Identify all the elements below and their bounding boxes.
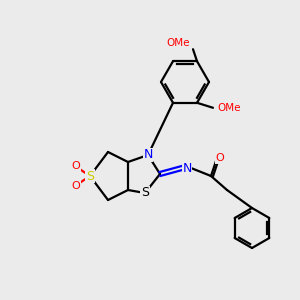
Text: OMe: OMe: [166, 38, 190, 48]
Text: O: O: [72, 181, 80, 191]
Text: O: O: [216, 153, 224, 163]
Text: S: S: [141, 187, 149, 200]
Text: S: S: [86, 169, 94, 182]
Text: O: O: [72, 161, 80, 171]
Text: N: N: [182, 161, 192, 175]
Text: OMe: OMe: [217, 103, 241, 113]
Text: N: N: [143, 148, 153, 161]
